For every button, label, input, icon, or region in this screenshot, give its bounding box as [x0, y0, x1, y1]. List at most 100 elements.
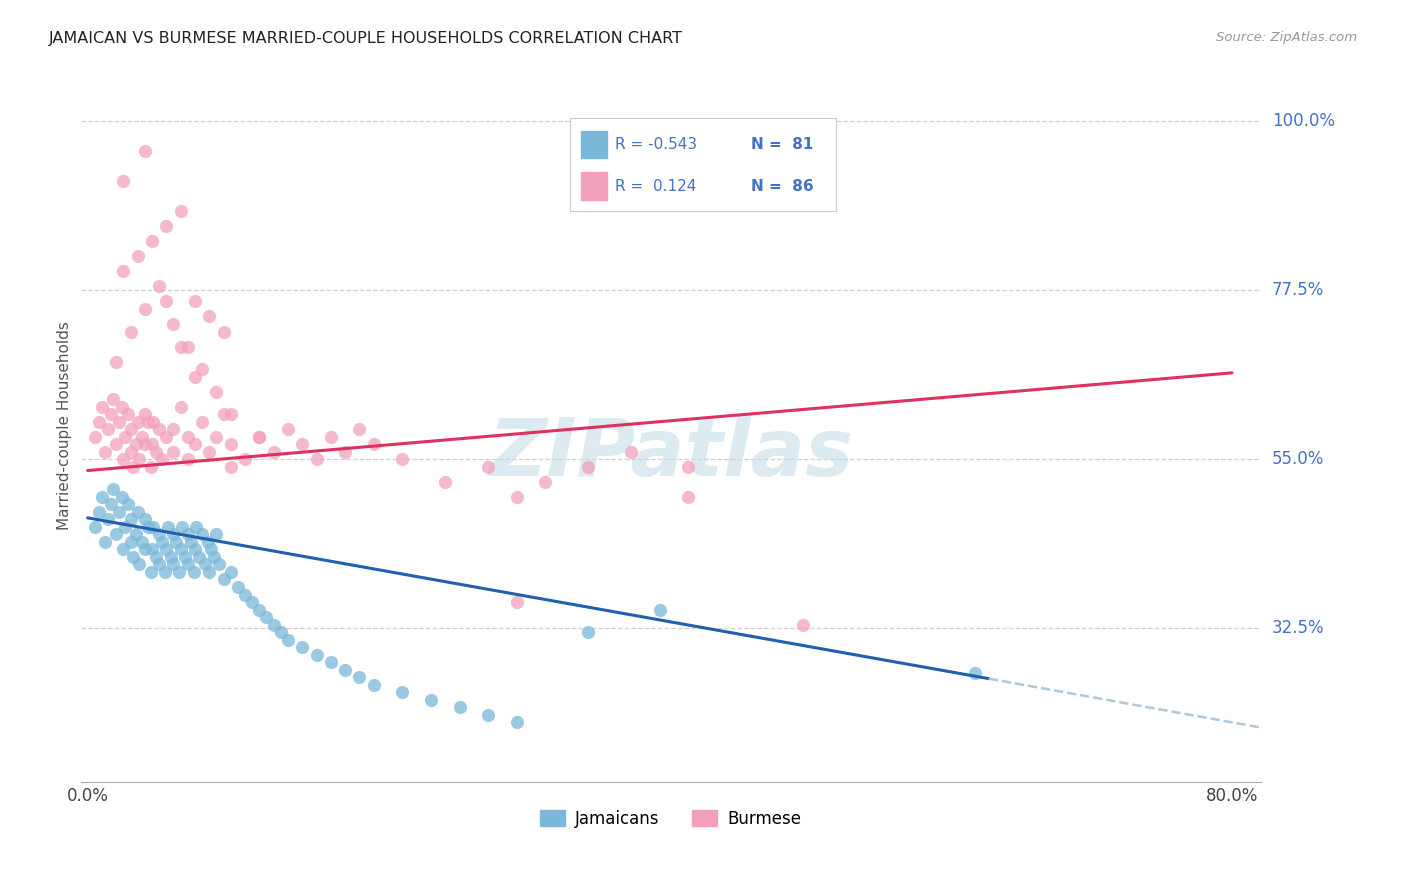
Point — [162, 527, 184, 541]
Point — [162, 444, 184, 458]
Point — [134, 301, 156, 316]
Point — [263, 444, 285, 458]
Point — [620, 444, 643, 458]
Point — [131, 535, 153, 549]
Point — [122, 549, 145, 564]
Point — [134, 512, 156, 526]
Point — [128, 558, 150, 572]
Point — [188, 549, 211, 564]
Point — [434, 475, 457, 489]
Point — [155, 219, 177, 234]
Point — [212, 407, 235, 421]
Text: ZIPatlas: ZIPatlas — [488, 415, 853, 493]
Point — [319, 655, 342, 669]
Point — [183, 565, 205, 579]
Point — [678, 459, 700, 474]
Point — [319, 430, 342, 444]
Point — [678, 490, 700, 504]
Point — [120, 422, 142, 436]
Point — [134, 407, 156, 421]
Point — [191, 415, 214, 429]
Point — [150, 535, 173, 549]
Point — [506, 490, 529, 504]
Point — [648, 602, 671, 616]
Point — [134, 144, 156, 158]
Point — [114, 430, 136, 444]
Point — [792, 617, 814, 632]
Point — [112, 264, 135, 278]
Point — [291, 640, 314, 654]
Point — [212, 325, 235, 339]
Point — [184, 369, 207, 384]
Point — [177, 527, 200, 541]
Text: 32.5%: 32.5% — [1272, 619, 1324, 637]
Point — [391, 452, 413, 467]
Point — [100, 407, 122, 421]
Point — [148, 527, 170, 541]
Point — [114, 520, 136, 534]
Point — [105, 354, 128, 368]
Point — [291, 437, 314, 451]
Point — [208, 558, 231, 572]
Point — [219, 459, 242, 474]
Point — [169, 339, 191, 353]
Point — [205, 384, 228, 399]
Point — [477, 459, 499, 474]
Point — [91, 490, 114, 504]
Point — [83, 520, 105, 534]
Point — [97, 422, 120, 436]
Point — [219, 437, 242, 451]
Point — [120, 325, 142, 339]
Point — [141, 542, 163, 557]
Point — [205, 430, 228, 444]
Point — [112, 542, 135, 557]
Point — [103, 483, 125, 497]
Text: Source: ZipAtlas.com: Source: ZipAtlas.com — [1216, 31, 1357, 45]
Point — [233, 587, 256, 601]
Point — [134, 542, 156, 557]
Point — [226, 580, 249, 594]
Point — [477, 707, 499, 722]
Point — [141, 235, 163, 249]
Text: 77.5%: 77.5% — [1272, 281, 1324, 299]
Point — [127, 505, 149, 519]
Point — [156, 520, 179, 534]
Point — [202, 549, 225, 564]
Point — [240, 595, 263, 609]
Point — [127, 415, 149, 429]
Text: JAMAICAN VS BURMESE MARRIED-COUPLE HOUSEHOLDS CORRELATION CHART: JAMAICAN VS BURMESE MARRIED-COUPLE HOUSE… — [49, 31, 683, 46]
Point — [91, 400, 114, 414]
Y-axis label: Married-couple Households: Married-couple Households — [58, 321, 72, 530]
Point — [277, 422, 299, 436]
Point — [212, 573, 235, 587]
Point — [162, 558, 184, 572]
Point — [219, 407, 242, 421]
Point — [233, 452, 256, 467]
Point — [155, 430, 177, 444]
Point — [420, 692, 443, 706]
Point — [186, 520, 208, 534]
Point — [105, 437, 128, 451]
Point — [576, 625, 599, 640]
Point — [198, 565, 221, 579]
Point — [180, 535, 202, 549]
Point — [155, 542, 177, 557]
Point — [120, 512, 142, 526]
Point — [128, 452, 150, 467]
Point — [148, 422, 170, 436]
Point — [87, 505, 110, 519]
Point — [122, 459, 145, 474]
Point — [177, 339, 200, 353]
Point — [219, 565, 242, 579]
Point — [103, 392, 125, 406]
Point — [247, 430, 270, 444]
Point — [263, 617, 285, 632]
Point — [139, 565, 162, 579]
Point — [963, 666, 986, 681]
Point — [97, 512, 120, 526]
Point — [105, 527, 128, 541]
Point — [534, 475, 557, 489]
Point — [333, 663, 356, 677]
Point — [117, 497, 139, 511]
Point — [125, 437, 148, 451]
